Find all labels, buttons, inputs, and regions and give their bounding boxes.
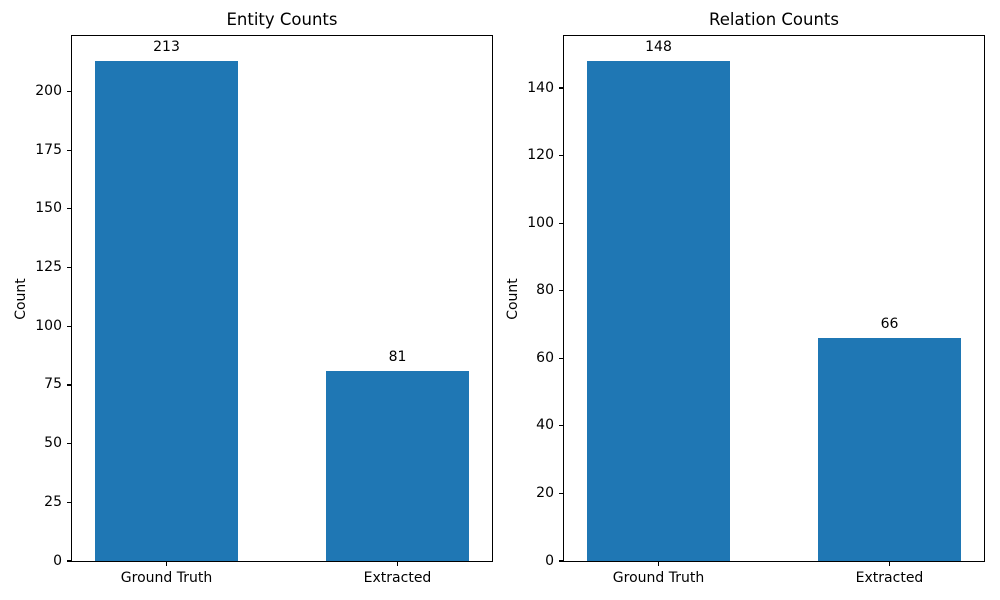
y-tick-mark xyxy=(67,90,71,93)
y-tick-label: 50 xyxy=(44,435,62,452)
subplot-relation-counts: Relation Counts Count 0 20 40 60 80 100 120 140… xyxy=(500,0,1000,600)
y-tick-label: 100 xyxy=(35,317,62,334)
y-tick-mark xyxy=(559,87,563,89)
x-tick-mark xyxy=(165,561,168,566)
x-tick-label: Extracted xyxy=(363,570,432,586)
y-tick-mark xyxy=(67,560,71,562)
y-tick-label: 120 xyxy=(527,147,554,164)
axes: Count 0 25 50 75 100 125 150 175 200 213 Ground Tr… xyxy=(13,35,493,586)
y-tick-label: 125 xyxy=(35,259,62,276)
y-tick-mark xyxy=(559,290,563,292)
x-tick-label: Ground Truth xyxy=(120,570,213,586)
bar xyxy=(818,338,961,561)
y-tick-mark xyxy=(559,492,563,495)
y-tick-label: 150 xyxy=(35,200,62,217)
y-tick-mark xyxy=(67,443,71,445)
y-tick-label: 0 xyxy=(53,552,62,569)
y-tick-label: 80 xyxy=(536,282,554,299)
y-tick-mark xyxy=(559,425,563,427)
bar xyxy=(587,61,730,561)
x-tick-mark xyxy=(888,561,891,566)
chart-title: Entity Counts xyxy=(226,10,338,29)
y-tick-mark xyxy=(559,357,563,359)
bar-value-label: 148 xyxy=(645,39,672,55)
x-tick-label: Ground Truth xyxy=(612,570,705,586)
y-tick-mark xyxy=(67,149,71,151)
bar xyxy=(95,61,238,561)
x-tick-mark xyxy=(396,561,399,566)
y-tick-mark xyxy=(67,325,71,327)
y-tick-mark xyxy=(559,560,563,562)
y-tick-label: 200 xyxy=(35,83,62,100)
subplot-entity-counts: Entity Counts Count 0 25 50 75 100 125 150 175 2… xyxy=(13,10,493,586)
y-tick-mark xyxy=(559,154,563,157)
y-tick-label: 25 xyxy=(44,493,62,510)
y-tick-label: 140 xyxy=(527,79,554,96)
y-tick-label: 40 xyxy=(536,417,554,434)
y-tick-mark xyxy=(67,266,71,269)
x-tick-mark xyxy=(657,561,660,566)
y-tick-mark xyxy=(67,501,71,503)
y-tick-label: 60 xyxy=(536,349,554,366)
axes: Count 0 20 40 60 80 100 120 140 148 Ground Truth 6… xyxy=(505,35,985,586)
chart-title: Relation Counts xyxy=(708,10,840,29)
bar-value-label: 81 xyxy=(388,348,407,365)
y-tick-label: 75 xyxy=(44,376,62,393)
y-tick-mark xyxy=(67,208,71,210)
y-tick-label: 100 xyxy=(527,214,554,231)
y-tick-label: 175 xyxy=(35,141,62,158)
y-axis-label: Count xyxy=(13,277,30,320)
y-tick-mark xyxy=(67,384,71,386)
y-tick-label: 0 xyxy=(545,552,554,569)
y-tick-label: 20 xyxy=(536,484,554,501)
y-axis-label-wrap: Count xyxy=(11,36,31,561)
bar-value-label: 66 xyxy=(880,316,899,333)
y-tick-mark xyxy=(559,222,563,224)
x-tick-label: Extracted xyxy=(855,570,924,586)
bar-value-label: 213 xyxy=(153,39,180,55)
bar xyxy=(326,370,469,561)
